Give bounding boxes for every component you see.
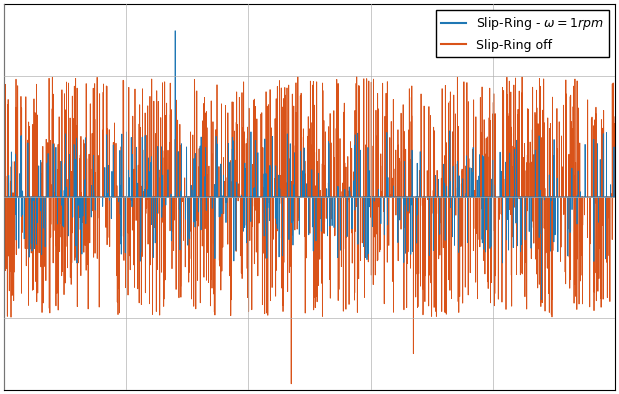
Slip-Ring - $\omega = 1rpm$: [579, 195, 586, 199]
Slip-Ring off: [1, 195, 8, 199]
Slip-Ring off: [3, 195, 11, 199]
Slip-Ring off: [579, 195, 586, 199]
Slip-Ring off: [299, 195, 306, 199]
Slip-Ring - $\omega = 1rpm$: [299, 195, 306, 199]
Legend: Slip-Ring - $\omega = 1rpm$, Slip-Ring off: Slip-Ring - $\omega = 1rpm$, Slip-Ring o…: [436, 10, 608, 57]
Slip-Ring - $\omega = 1rpm$: [611, 195, 618, 199]
Slip-Ring off: [611, 195, 618, 199]
Slip-Ring off: [26, 195, 33, 199]
Slip-Ring - $\omega = 1rpm$: [37, 158, 45, 163]
Slip-Ring off: [353, 74, 360, 79]
Slip-Ring off: [120, 195, 128, 199]
Slip-Ring - $\omega = 1rpm$: [26, 195, 33, 199]
Line: Slip-Ring - $\omega = 1rpm$: Slip-Ring - $\omega = 1rpm$: [4, 31, 615, 299]
Slip-Ring - $\omega = 1rpm$: [171, 28, 179, 33]
Slip-Ring off: [37, 195, 45, 199]
Slip-Ring - $\omega = 1rpm$: [1, 195, 8, 199]
Slip-Ring - $\omega = 1rpm$: [3, 195, 11, 199]
Line: Slip-Ring off: Slip-Ring off: [4, 76, 615, 384]
Slip-Ring - $\omega = 1rpm$: [120, 195, 128, 199]
Slip-Ring - $\omega = 1rpm$: [538, 297, 545, 302]
Slip-Ring off: [287, 381, 295, 386]
